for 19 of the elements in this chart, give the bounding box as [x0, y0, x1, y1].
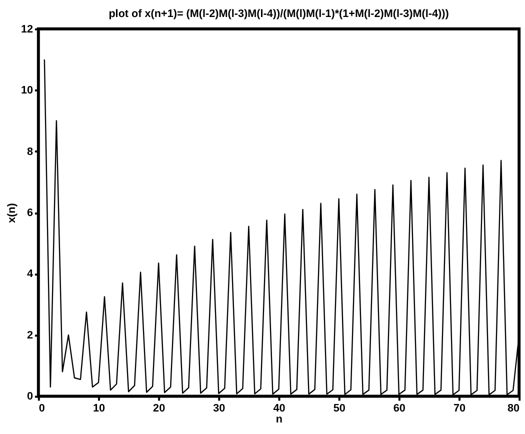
y-axis-title: x(n)	[6, 202, 18, 223]
y-tick-label: 10	[20, 84, 33, 97]
x-tick-label: 40	[273, 402, 286, 415]
x-tick-label: 70	[453, 402, 466, 415]
y-tick-label: 12	[20, 23, 33, 36]
x-tick-label: 60	[393, 402, 406, 415]
y-tick-label: 2	[26, 329, 33, 342]
y-tick-label: 4	[26, 268, 33, 280]
x-tick-label: 0	[38, 402, 45, 415]
chart-title: plot of x(n+1)= (M(l-2)M(l-3)M(l-4))/(M(l)M(l-1)*(1+M(l-2)M(l-3)M(l-4)))	[108, 8, 450, 20]
x-tick-label: 80	[508, 402, 520, 415]
x-tick-label: 30	[213, 402, 226, 415]
y-tick-label: 8	[26, 146, 33, 158]
x-tick-label: 20	[153, 402, 166, 415]
x-tick-label: 10	[92, 402, 106, 415]
x-axis-title: n	[276, 413, 283, 426]
x-tick-label: 50	[333, 402, 346, 415]
y-tick-label: 0	[26, 390, 33, 403]
y-tick-label: 6	[26, 207, 33, 219]
